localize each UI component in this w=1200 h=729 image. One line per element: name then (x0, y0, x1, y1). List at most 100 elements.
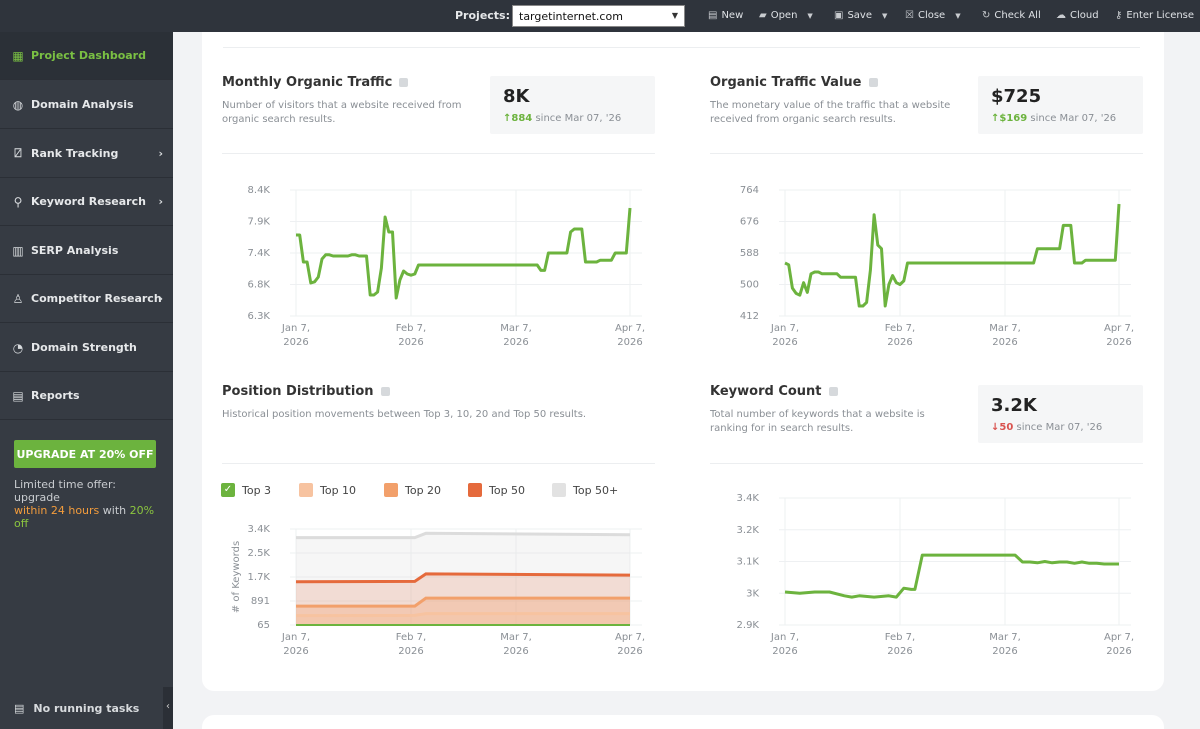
sidebar-item-competitor-research[interactable]: ♙ Competitor Research › (0, 275, 173, 323)
series-area (296, 533, 630, 625)
chevron-left-icon: ‹ (166, 701, 170, 712)
x-tick-label: 2026 (398, 646, 423, 657)
close-icon: ☒ (905, 10, 914, 21)
checkbox-icon[interactable] (552, 483, 566, 497)
y-tick-label: 588 (740, 248, 759, 259)
y-tick-label: 7.4K (248, 248, 271, 259)
x-tick-label: 2026 (1106, 337, 1131, 348)
collapse-sidebar-button[interactable]: ‹ (163, 687, 173, 729)
series-line (784, 553, 1119, 599)
x-tick-label: Feb 7, (885, 632, 915, 643)
y-tick-label: 764 (740, 185, 759, 196)
key-icon: ⚷ (1115, 10, 1123, 21)
divider (223, 47, 1140, 48)
chevron-down-icon: ▼ (671, 11, 678, 20)
sidebar-item-rank-tracking[interactable]: ⍁ Rank Tracking › (0, 130, 173, 178)
x-tick-label: 2026 (772, 646, 797, 657)
chevron-right-icon: › (158, 292, 163, 305)
info-icon[interactable] (868, 78, 878, 87)
check-all-button[interactable]: ↻ Check All (982, 10, 1041, 21)
report-icon: ▤ (12, 388, 24, 403)
y-tick-label: 65 (257, 620, 270, 631)
save-icon: ▣ (834, 10, 844, 21)
new-button[interactable]: ▤ New (708, 10, 744, 21)
checkbox-checked-icon[interactable]: ✓ (221, 483, 235, 497)
x-tick-label: 2026 (992, 337, 1017, 348)
y-tick-label: 1.7K (248, 572, 271, 583)
x-tick-label: 2026 (617, 646, 642, 657)
divider (222, 463, 655, 464)
checkbox-icon[interactable] (384, 483, 398, 497)
offer-text: Limited time offer: upgrade within 24 ho… (14, 478, 155, 530)
sidebar-item-domain-strength[interactable]: ◔ Domain Strength (0, 324, 173, 372)
legend-top-50[interactable]: Top 50 (468, 483, 525, 497)
x-tick-label: 2026 (283, 337, 308, 348)
y-tick-label: 412 (740, 311, 759, 322)
x-tick-label: Apr 7, (1104, 323, 1134, 334)
project-select[interactable]: targetinternet.com ▼ (512, 5, 685, 27)
x-tick-label: 2026 (887, 646, 912, 657)
save-button[interactable]: ▣ Save ▼ (834, 10, 888, 21)
bar-chart-icon: ▥ (12, 243, 24, 258)
legend-top-50-plus[interactable]: Top 50+ (552, 483, 618, 497)
chevron-down-icon[interactable]: ▼ (955, 11, 961, 20)
main-content: Monthly Organic Traffic Number of visito… (173, 32, 1200, 729)
traffic-value-title: Organic Traffic Value (710, 75, 878, 90)
running-tasks-status[interactable]: ▤ No running tasks (14, 702, 140, 715)
x-tick-label: 2026 (398, 337, 423, 348)
y-tick-label: 2.5K (248, 548, 271, 559)
x-tick-label: 2026 (887, 337, 912, 348)
chevron-down-icon[interactable]: ▼ (882, 11, 888, 20)
y-tick-label: 2.9K (737, 620, 760, 631)
legend-top-3[interactable]: ✓ Top 3 (221, 483, 271, 497)
info-icon[interactable] (380, 387, 390, 396)
sidebar-item-domain-analysis[interactable]: ◍ Domain Analysis (0, 81, 173, 129)
user-icon: ♙ (12, 291, 24, 306)
sidebar-item-serp-analysis[interactable]: ▥ SERP Analysis (0, 227, 173, 275)
sidebar-item-project-dashboard[interactable]: ▦ Project Dashboard (0, 32, 173, 80)
x-tick-label: Jan 7, (281, 632, 310, 643)
y-tick-label: 3.4K (248, 524, 271, 535)
x-tick-label: Feb 7, (885, 323, 915, 334)
new-file-icon: ▤ (708, 10, 718, 21)
tasks-icon: ▤ (14, 702, 25, 715)
x-tick-label: 2026 (283, 646, 308, 657)
enter-license-button[interactable]: ⚷ Enter License (1115, 10, 1195, 21)
series-line (296, 596, 630, 608)
keyword-count-stat: 3.2K ↓50 since Mar 07, '26 (978, 385, 1143, 443)
y-tick-label: 676 (740, 217, 759, 228)
keyword-count-description: Total number of keywords that a website … (710, 409, 925, 434)
checkbox-icon[interactable] (468, 483, 482, 497)
x-tick-label: Jan 7, (770, 632, 799, 643)
x-tick-label: 2026 (772, 337, 797, 348)
legend-top-10[interactable]: Top 10 (299, 483, 356, 497)
open-button[interactable]: ▰ Open ▼ (759, 10, 813, 21)
checkbox-icon[interactable] (299, 483, 313, 497)
cloud-icon: ☁ (1056, 10, 1066, 21)
organic-traffic-description: Number of visitors that a website receiv… (222, 100, 462, 125)
x-tick-label: Mar 7, (500, 323, 532, 334)
info-icon[interactable] (399, 78, 409, 87)
x-tick-label: Apr 7, (1104, 632, 1134, 643)
series-line (296, 531, 631, 540)
chart-line-icon: ⍁ (14, 146, 22, 160)
chevron-down-icon[interactable]: ▼ (807, 11, 813, 20)
y-tick-label: 500 (740, 280, 759, 291)
sidebar-item-keyword-research[interactable]: ⚲ Keyword Research › (0, 178, 173, 226)
x-tick-label: Jan 7, (281, 323, 310, 334)
y-tick-label: 6.3K (248, 311, 271, 322)
info-icon[interactable] (828, 387, 838, 396)
series-line (296, 207, 632, 300)
close-button[interactable]: ☒ Close ▼ (905, 10, 961, 21)
upgrade-button[interactable]: UPGRADE AT 20% OFF (14, 440, 156, 468)
organic-traffic-stat: 8K ↑884 since Mar 07, '26 (490, 76, 655, 134)
y-tick-label: 6.8K (248, 280, 271, 291)
dashboard-icon: ▦ (12, 48, 24, 63)
refresh-icon: ↻ (982, 10, 991, 21)
x-tick-label: 2026 (503, 646, 528, 657)
cloud-button[interactable]: ☁ Cloud (1056, 10, 1099, 21)
search-icon: ⚲ (13, 194, 23, 209)
legend-top-20[interactable]: Top 20 (384, 483, 441, 497)
globe-icon: ◍ (12, 97, 24, 112)
sidebar-item-reports[interactable]: ▤ Reports (0, 372, 173, 420)
